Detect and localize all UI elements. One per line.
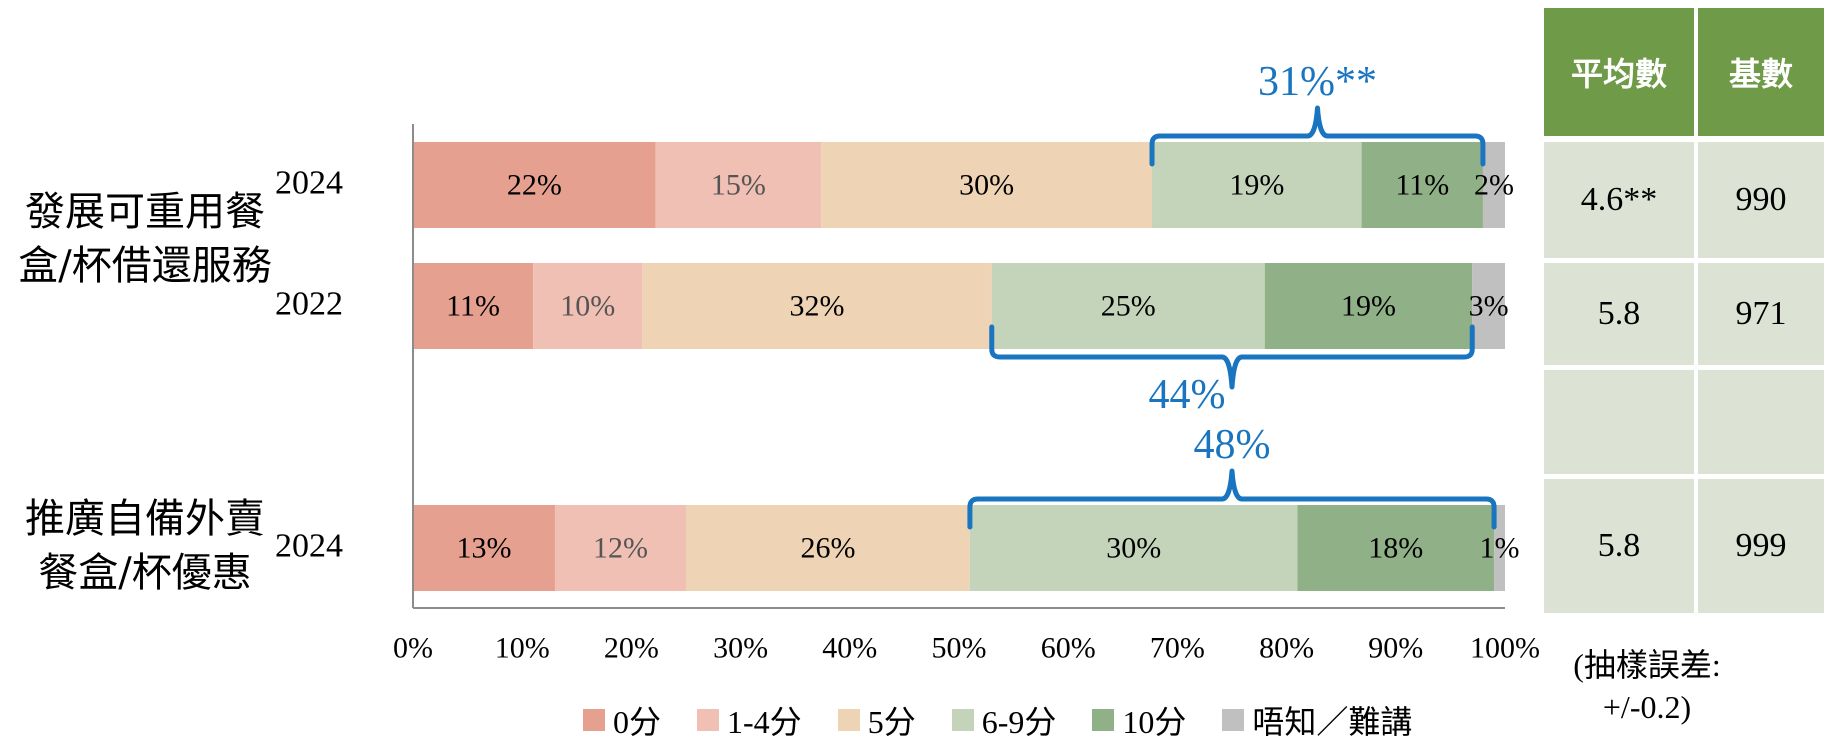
x-tick-label: 50% — [932, 632, 987, 665]
category-label-reusable-container-service: 發展可重用餐 盒/杯借還服務 — [18, 189, 272, 289]
table-cell-mean: 4.6** — [1544, 142, 1694, 258]
table-header-mean: 平均數 — [1544, 8, 1694, 136]
legend-swatch — [1222, 709, 1245, 731]
legend-label: 6-9分 — [981, 704, 1057, 740]
x-tick-label: 70% — [1150, 632, 1205, 665]
x-tick-label: 90% — [1368, 632, 1423, 665]
year-label: 2024 — [275, 165, 343, 202]
bar-segment — [821, 142, 1153, 228]
data-label: 13% — [456, 532, 511, 565]
table-cell-base: 999 — [1698, 479, 1824, 613]
table-cell-base: 990 — [1698, 142, 1824, 258]
sampling-error-note: (抽樣誤差: +/-0.2) — [1573, 647, 1721, 725]
legend-item: 1-4分 — [697, 697, 802, 743]
x-tick-label: 30% — [713, 632, 768, 665]
bracket-label: 31%** — [1258, 59, 1377, 105]
data-label: 10% — [560, 290, 615, 323]
data-label: 22% — [507, 169, 562, 202]
data-label: 15% — [711, 169, 766, 202]
legend-swatch — [697, 709, 720, 731]
data-label: 30% — [1106, 532, 1161, 565]
legend-label: 5分 — [867, 704, 916, 740]
table-cell-base: 971 — [1698, 263, 1824, 365]
legend-item: 6-9分 — [951, 697, 1057, 743]
data-label: 11% — [446, 290, 500, 323]
data-label: 18% — [1368, 532, 1423, 565]
legend-label: 唔知／難講 — [1252, 704, 1413, 740]
bar-segment — [969, 505, 1298, 591]
x-tick-label: 40% — [822, 632, 877, 665]
legend-label: 10分 — [1122, 704, 1187, 740]
data-label: 2% — [1474, 169, 1514, 202]
data-label: 32% — [790, 290, 845, 323]
bar-segment — [642, 263, 992, 349]
legend-swatch — [837, 709, 860, 731]
bracket-label: 44% — [1149, 372, 1226, 418]
bar-segment — [1297, 505, 1495, 591]
data-label: 19% — [1341, 290, 1396, 323]
legend: 0分 1-4分 5分 6-9分 10分 唔知／難講 — [583, 700, 1412, 740]
bar-segment — [686, 505, 970, 591]
x-tick-label: 0% — [393, 632, 433, 665]
bar-segment — [1152, 142, 1362, 228]
x-tick-label: 60% — [1041, 632, 1096, 665]
bar-segment — [413, 263, 534, 349]
data-label: 12% — [593, 532, 648, 565]
bar-segment — [1472, 263, 1505, 349]
legend-item: 10分 — [1092, 697, 1186, 743]
bracket — [989, 324, 1475, 390]
table-cell-mean: 5.8 — [1544, 263, 1694, 365]
table-cell-mean — [1544, 370, 1694, 474]
bar-segment — [1264, 263, 1473, 349]
legend-label: 0分 — [613, 704, 662, 740]
year-label: 2022 — [275, 286, 343, 323]
data-label: 11% — [1395, 169, 1449, 202]
bar-segment — [554, 505, 686, 591]
legend-label: 1-4分 — [727, 704, 802, 740]
bracket — [1149, 105, 1486, 167]
year-label: 2024 — [275, 528, 343, 565]
legend-item: 0分 — [583, 697, 661, 743]
bar-segment — [991, 263, 1265, 349]
table-cell-base — [1698, 370, 1824, 474]
data-label: 3% — [1469, 290, 1509, 323]
bar-segment — [1361, 142, 1483, 228]
bar-segment — [413, 142, 656, 228]
bar-segment — [1494, 505, 1505, 591]
bracket-label: 48% — [1194, 422, 1271, 468]
data-label: 30% — [959, 169, 1014, 202]
bar-segment — [533, 263, 643, 349]
legend-swatch — [583, 709, 605, 731]
legend-swatch — [1092, 709, 1115, 731]
data-label: 19% — [1229, 169, 1284, 202]
bar-segment — [1482, 142, 1505, 228]
bar-segment — [655, 142, 822, 228]
data-label: 25% — [1101, 290, 1156, 323]
data-label: 1% — [1480, 532, 1520, 565]
category-label-bring-own-container-discount: 推廣自備外賣 餐盒/杯優惠 — [25, 496, 265, 596]
table-header-base: 基數 — [1698, 8, 1824, 136]
x-tick-label: 100% — [1470, 632, 1540, 665]
x-tick-label: 20% — [604, 632, 659, 665]
legend-item: 5分 — [837, 697, 916, 743]
bar-segment — [413, 505, 555, 591]
data-label: 26% — [800, 532, 855, 565]
legend-item: 唔知／難講 — [1222, 697, 1412, 743]
x-tick-label: 10% — [495, 632, 550, 665]
legend-swatch — [951, 709, 974, 731]
x-tick-label: 80% — [1259, 632, 1314, 665]
bracket — [967, 468, 1497, 530]
table-cell-mean: 5.8 — [1544, 479, 1694, 613]
